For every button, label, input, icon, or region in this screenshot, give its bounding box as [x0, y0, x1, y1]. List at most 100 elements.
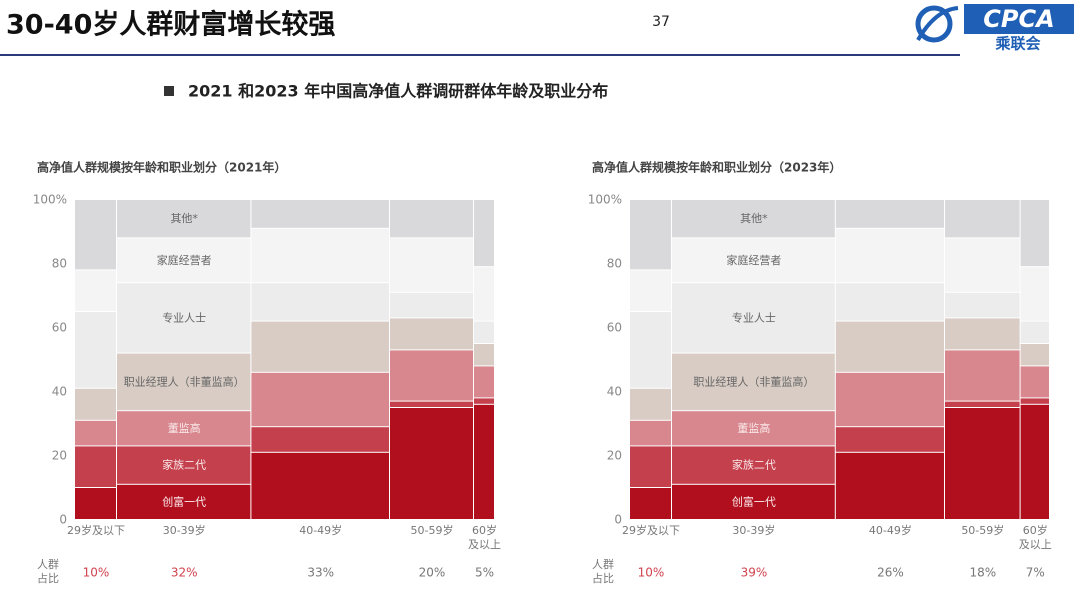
segment — [945, 318, 1020, 350]
segment — [474, 404, 494, 519]
segment — [75, 420, 116, 446]
x-tick-label: 60岁及以上 — [468, 523, 501, 551]
segment — [672, 446, 835, 484]
segment — [474, 366, 494, 398]
segment — [835, 372, 944, 427]
segment — [630, 446, 671, 487]
segment — [672, 484, 835, 519]
segment — [117, 411, 251, 446]
segment-label: 董监高 — [168, 421, 201, 435]
segment — [251, 452, 389, 519]
page-number: 37 — [652, 14, 670, 30]
segment — [835, 427, 944, 452]
y-tick-label: 60 — [52, 321, 67, 335]
segment — [117, 446, 251, 484]
segment-label: 其他* — [170, 212, 198, 225]
segment — [117, 238, 251, 283]
segment-label: 其他* — [740, 212, 768, 225]
segment — [251, 372, 389, 427]
share-label: 10% — [83, 566, 110, 580]
segment — [630, 388, 671, 420]
share-title: 人群占比 — [592, 557, 614, 585]
segment-label: 家庭经营者 — [726, 253, 781, 267]
logo-subtext: 乘联会 — [994, 35, 1040, 53]
segment — [474, 344, 494, 366]
segment-label: 创富一代 — [162, 494, 206, 508]
segment-label: 家族二代 — [732, 458, 776, 472]
x-tick-label: 40-49岁 — [869, 523, 912, 537]
segment — [1020, 366, 1049, 398]
segment-label: 职业经理人（非董监高） — [124, 374, 245, 388]
x-tick-label: 60岁及以上 — [1019, 523, 1052, 551]
x-tick-label: 50-59岁 — [411, 523, 454, 537]
logo: CPCA 乘联会 — [915, 4, 1074, 53]
segment — [672, 238, 835, 283]
share-label: 5% — [475, 566, 494, 580]
segment — [251, 228, 389, 283]
subtitle: 2021 和2023 年中国高净值人群调研群体年龄及职业分布 — [188, 82, 608, 101]
segment — [630, 312, 671, 388]
logo-swoosh — [916, 6, 959, 41]
logo-icon — [915, 5, 953, 43]
chart-title: 高净值人群规模按年龄和职业划分（2023年） — [592, 160, 841, 175]
segment — [474, 321, 494, 343]
segment — [672, 200, 835, 238]
share-label: 32% — [171, 566, 198, 580]
share-label: 18% — [969, 566, 996, 580]
x-tick-label: 30-39岁 — [163, 523, 206, 537]
segment-label: 董监高 — [737, 421, 770, 435]
segment — [945, 200, 1020, 238]
segment — [1020, 404, 1049, 519]
segment — [117, 200, 251, 238]
segment — [75, 488, 116, 519]
share-label: 7% — [1026, 566, 1045, 580]
segment — [835, 200, 944, 228]
y-tick-label: 0 — [59, 513, 67, 527]
segment-label: 创富一代 — [732, 494, 776, 508]
segment — [390, 292, 473, 318]
y-tick-label: 60 — [607, 321, 622, 335]
segment — [945, 292, 1020, 318]
segment-label: 专业人士 — [732, 310, 776, 324]
segment — [390, 350, 473, 401]
x-tick-label: 29岁及以下 — [622, 523, 680, 537]
segment — [1020, 344, 1049, 366]
share-label: 39% — [741, 566, 768, 580]
y-tick-label: 40 — [52, 385, 67, 399]
segment — [75, 270, 116, 311]
segment — [672, 283, 835, 353]
segment — [672, 353, 835, 411]
segment-label: 专业人士 — [162, 310, 206, 324]
segment — [672, 411, 835, 446]
segment — [251, 200, 389, 228]
y-tick-label: 80 — [52, 257, 67, 271]
segment — [945, 401, 1020, 407]
segment — [75, 312, 116, 388]
chart-title: 高净值人群规模按年龄和职业划分（2021年） — [37, 160, 286, 175]
segment — [1020, 398, 1049, 404]
segment — [945, 408, 1020, 519]
segment — [835, 321, 944, 372]
segment — [251, 283, 389, 321]
y-tick-label: 80 — [607, 257, 622, 271]
segment — [251, 321, 389, 372]
segment — [835, 452, 944, 519]
bullet — [164, 86, 174, 96]
y-tick-label: 40 — [607, 385, 622, 399]
segment — [1020, 200, 1049, 267]
share-label: 10% — [638, 566, 665, 580]
x-tick-label: 29岁及以下 — [67, 523, 125, 537]
x-tick-label: 30-39岁 — [732, 523, 775, 537]
segment — [117, 484, 251, 519]
segment-label: 家庭经营者 — [157, 253, 212, 267]
segment — [630, 420, 671, 446]
segment — [474, 267, 494, 321]
x-tick-label: 40-49岁 — [299, 523, 342, 537]
segment — [390, 200, 473, 238]
segment — [1020, 321, 1049, 343]
segment — [75, 200, 116, 270]
segment — [390, 318, 473, 350]
y-tick-label: 20 — [607, 449, 622, 463]
segment — [251, 427, 389, 452]
